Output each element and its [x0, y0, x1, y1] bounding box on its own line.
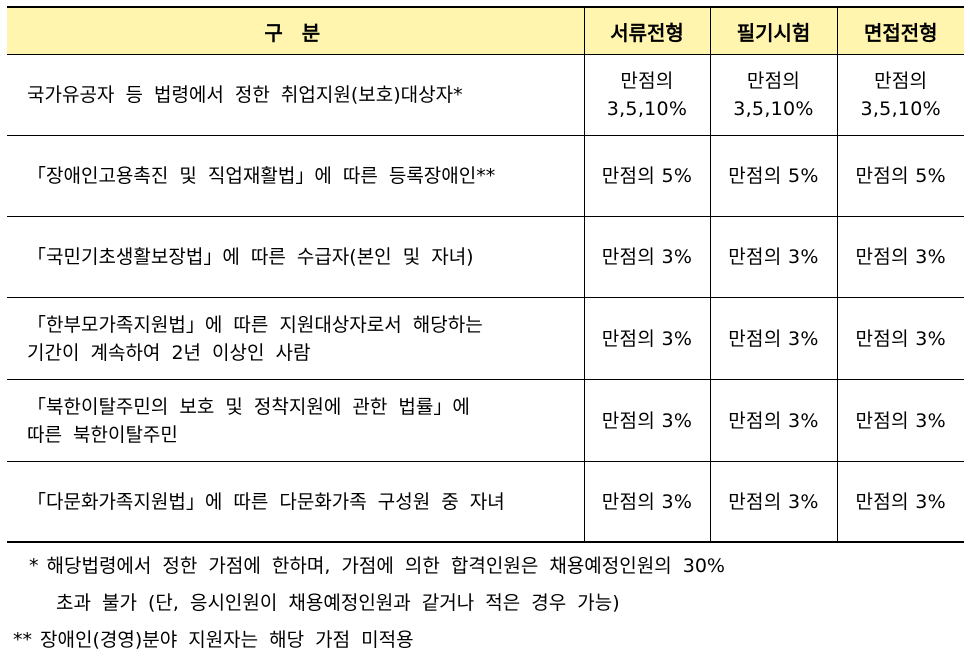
bonus-points-table: 구 분 서류전형 필기시험 면접전형 국가유공자 등 법령에서 정한 취업지원(…: [7, 6, 964, 543]
footnote-mark: *: [29, 555, 39, 577]
footnote-mark: **: [13, 629, 32, 651]
row-document-value: 만점의 3%: [583, 379, 710, 462]
value-line: 3,5,10%: [606, 98, 688, 120]
row-interview-value: 만점의 3,5,10%: [836, 54, 964, 136]
value-line: 만점의: [874, 70, 928, 92]
row-category: 「한부모가족지원법」에 따른 지원대상자로서 해당하는 기간이 계속하여 2년 …: [7, 297, 584, 380]
table-row: 「북한이탈주민의 보호 및 정착지원에 관한 법률」에 따른 북한이탈주민 만점…: [7, 379, 964, 462]
table-row: 「한부모가족지원법」에 따른 지원대상자로서 해당하는 기간이 계속하여 2년 …: [7, 297, 964, 380]
row-interview-value: 만점의 3%: [836, 461, 964, 542]
row-document-value: 만점의 5%: [583, 135, 710, 217]
table-row: 「장애인고용촉진 및 직업재활법」에 따른 등록장애인** 만점의 5% 만점의…: [7, 135, 964, 217]
table-row: 국가유공자 등 법령에서 정한 취업지원(보호)대상자* 만점의 3,5,10%…: [7, 54, 964, 136]
row-written-value: 만점의 5%: [709, 135, 837, 217]
table-row: 「국민기초생활보장법」에 따른 수급자(본인 및 자녀) 만점의 3% 만점의 …: [7, 216, 964, 298]
footnote-text: 장애인(경영)분야 지원자는 해당 가점 미적용: [40, 629, 414, 651]
row-category: 「북한이탈주민의 보호 및 정착지원에 관한 법률」에 따른 북한이탈주민: [7, 379, 584, 462]
footnote-text: 해당법령에서 정한 가점에 한하며, 가점에 의한 합격인원은 채용예정인원의 …: [46, 555, 725, 577]
row-document-value: 만점의 3,5,10%: [583, 54, 710, 136]
row-interview-value: 만점의 5%: [836, 135, 964, 217]
row-document-value: 만점의 3%: [583, 216, 710, 298]
header-written-exam: 필기시험: [709, 7, 837, 55]
header-category: 구 분: [7, 7, 584, 55]
row-category: 「장애인고용촉진 및 직업재활법」에 따른 등록장애인**: [7, 135, 584, 217]
footnote-single-asterisk: * 해당법령에서 정한 가점에 한하며, 가점에 의한 합격인원은 채용예정인원의…: [7, 548, 964, 622]
footnotes: * 해당법령에서 정한 가점에 한하며, 가점에 의한 합격인원은 채용예정인원의…: [7, 548, 964, 659]
row-interview-value: 만점의 3%: [836, 379, 964, 462]
row-category: 「다문화가족지원법」에 따른 다문화가족 구성원 중 자녀: [7, 461, 584, 542]
row-interview-value: 만점의 3%: [836, 297, 964, 380]
row-document-value: 만점의 3%: [583, 297, 710, 380]
footnote-text-continued: 초과 불가 (단, 응시인원이 채용예정인원과 같거나 적은 경우 가능): [56, 592, 620, 614]
category-line: 따른 북한이탈주민: [27, 423, 178, 446]
footnote-double-asterisk: ** 장애인(경영)분야 지원자는 해당 가점 미적용: [7, 622, 964, 659]
row-written-value: 만점의 3%: [709, 216, 837, 298]
row-document-value: 만점의 3%: [583, 461, 710, 542]
row-written-value: 만점의 3%: [709, 461, 837, 542]
value-line: 만점의: [746, 70, 801, 92]
value-line: 3,5,10%: [860, 98, 942, 120]
header-interview: 면접전형: [836, 7, 964, 55]
row-category: 「국민기초생활보장법」에 따른 수급자(본인 및 자녀): [7, 216, 584, 298]
category-line: 기간이 계속하여 2년 이상인 사람: [27, 341, 311, 364]
row-written-value: 만점의 3%: [709, 297, 837, 380]
category-line: 「북한이탈주민의 보호 및 정착지원에 관한 법률」에: [27, 395, 470, 418]
row-interview-value: 만점의 3%: [836, 216, 964, 298]
row-category: 국가유공자 등 법령에서 정한 취업지원(보호)대상자*: [7, 54, 584, 136]
value-line: 3,5,10%: [733, 98, 814, 120]
table-row: 「다문화가족지원법」에 따른 다문화가족 구성원 중 자녀 만점의 3% 만점의…: [7, 461, 964, 542]
row-written-value: 만점의 3,5,10%: [709, 54, 837, 136]
category-line: 「한부모가족지원법」에 따른 지원대상자로서 해당하는: [27, 313, 483, 336]
value-line: 만점의: [620, 70, 674, 92]
row-written-value: 만점의 3%: [709, 379, 837, 462]
table-header-row: 구 분 서류전형 필기시험 면접전형: [7, 7, 964, 55]
header-document-screening: 서류전형: [583, 7, 710, 55]
